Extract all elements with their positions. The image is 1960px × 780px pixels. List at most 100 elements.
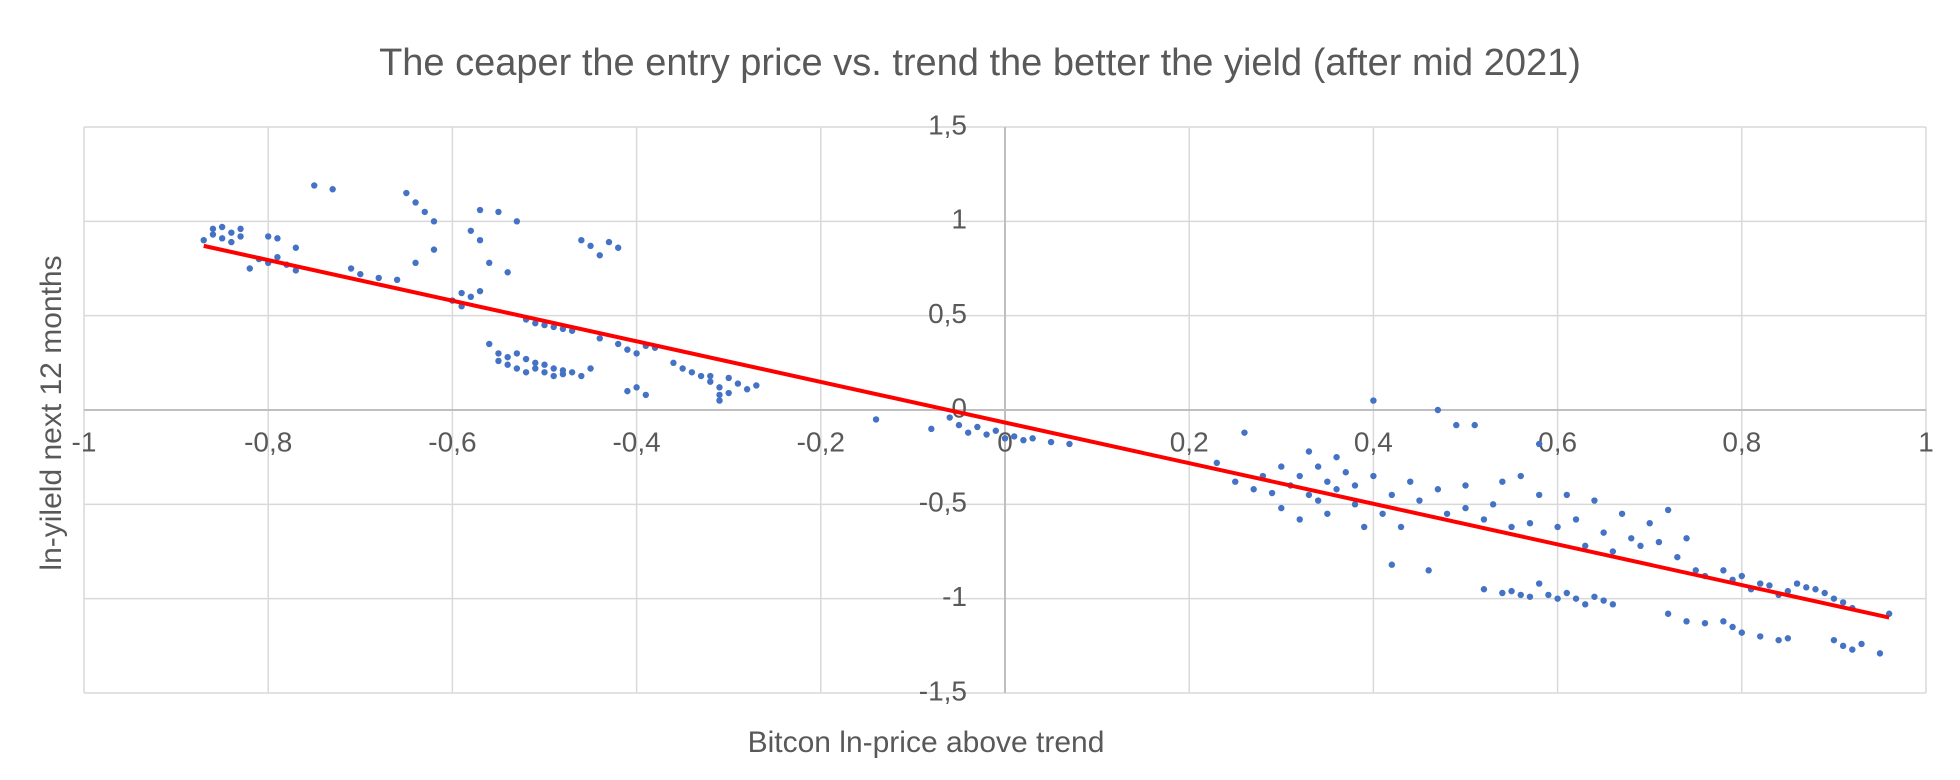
scatter-point <box>1011 433 1018 440</box>
scatter-point <box>393 276 401 284</box>
scatter-point <box>504 269 511 276</box>
scatter-point <box>476 287 484 295</box>
scatter-point <box>614 340 622 348</box>
scatter-point <box>1609 601 1617 608</box>
scatter-point <box>1434 406 1442 414</box>
scatter-point <box>1388 491 1396 499</box>
scatter-point <box>1757 580 1764 587</box>
x-tick-label: -0,6 <box>428 426 476 457</box>
scatter-point <box>218 235 226 242</box>
scatter-point <box>246 265 253 272</box>
scatter-point <box>1637 542 1644 550</box>
chart-title: The ceaper the entry price vs. trend the… <box>379 42 1581 84</box>
scatter-point <box>1600 529 1607 536</box>
scatter-point <box>522 355 530 363</box>
scatter-point <box>209 225 217 233</box>
scatter-point <box>596 252 603 259</box>
y-axis-label: ln-yileld next 12 months <box>35 255 68 570</box>
scatter-point <box>1849 646 1856 653</box>
scatter-point <box>1591 593 1598 600</box>
scatter-point <box>1683 618 1690 625</box>
scatter-point <box>1720 618 1727 625</box>
scatter-point <box>707 378 714 385</box>
scatter-point <box>559 370 567 378</box>
scatter-point <box>1664 610 1672 617</box>
scatter-point <box>274 235 281 242</box>
scatter-point <box>1480 516 1488 523</box>
scatter-point <box>476 237 484 244</box>
scatter-point <box>1333 453 1340 461</box>
scatter-point <box>1766 582 1773 589</box>
scatter-point <box>1701 619 1709 627</box>
scatter-point <box>1618 510 1626 517</box>
scatter-point <box>1591 497 1598 504</box>
scatter-point <box>1370 472 1377 480</box>
scatter-point <box>1526 520 1534 527</box>
scatter-point <box>1793 580 1801 587</box>
scatter-point <box>228 229 235 236</box>
scatter-point <box>1370 397 1377 404</box>
scatter-point <box>1066 440 1073 448</box>
scatter-point <box>1499 478 1506 485</box>
scatter-point <box>955 421 963 429</box>
x-axis-label: Bitcon ln-price above trend <box>748 726 1105 759</box>
scatter-point <box>504 353 511 361</box>
scatter-point <box>587 365 594 372</box>
scatter-point <box>1020 436 1027 444</box>
x-tick-label: 0,8 <box>1722 426 1761 457</box>
scatter-point <box>633 384 640 391</box>
scatter-point <box>550 372 557 380</box>
scatter-point <box>688 369 696 376</box>
scatter-point <box>550 365 557 372</box>
scatter-point <box>292 267 300 274</box>
scatter-point <box>1388 561 1396 568</box>
scatter-point <box>1674 553 1681 561</box>
scatter-point <box>725 374 732 382</box>
scatter-point <box>753 382 760 389</box>
scatter-point <box>1738 572 1746 580</box>
scatter-point <box>1462 504 1469 512</box>
scatter-point <box>1784 587 1792 595</box>
scatter-point <box>1830 636 1838 644</box>
scatter-point <box>1407 478 1414 485</box>
scatter-point <box>1839 599 1847 606</box>
scatter-point <box>1213 459 1221 467</box>
scatter-point <box>1876 650 1884 657</box>
scatter-point <box>1692 567 1699 574</box>
scatter-point <box>421 208 428 216</box>
scatter-point <box>1462 482 1469 489</box>
x-tick-label: -0,2 <box>797 426 845 457</box>
scatter-point <box>1453 421 1460 429</box>
scatter-point <box>1471 421 1478 429</box>
scatter-point <box>596 335 603 342</box>
scatter-point <box>1296 472 1303 480</box>
scatter-point <box>1609 548 1617 555</box>
scatter-point <box>734 380 742 387</box>
scatter-point <box>1241 429 1248 436</box>
scatter-point <box>1757 633 1764 640</box>
scatter-point <box>347 265 355 272</box>
y-tick-label: -0,5 <box>919 487 967 518</box>
x-tick-label: -1 <box>72 426 97 457</box>
scatter-point <box>476 206 484 214</box>
x-tick-label: 0,6 <box>1538 426 1577 457</box>
scatter-point <box>1416 497 1423 504</box>
scatter-point <box>495 350 502 357</box>
scatter-point <box>458 289 465 297</box>
scatter-point <box>1812 586 1819 593</box>
scatter-point <box>743 386 751 393</box>
scatter-point <box>1572 595 1580 602</box>
scatter-point <box>1720 567 1727 574</box>
scatter-point <box>467 227 475 234</box>
scatter-point <box>1397 523 1405 531</box>
scatter-point <box>1360 523 1368 531</box>
scatter-point <box>1250 486 1257 493</box>
scatter-point <box>1480 586 1488 593</box>
scatter-point <box>716 384 723 391</box>
scatter-point <box>1324 510 1331 517</box>
scatter-point <box>1526 593 1534 600</box>
scatter-point <box>237 233 244 240</box>
scatter-point <box>946 414 953 421</box>
scatter-point <box>532 359 539 367</box>
